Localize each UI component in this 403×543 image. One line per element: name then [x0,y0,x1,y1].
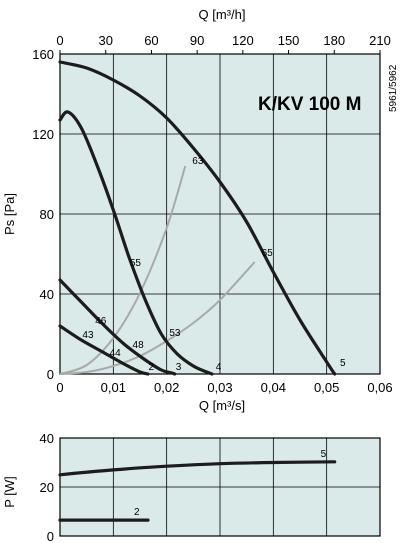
curve-label: 5 [340,358,346,369]
fan-curve-2 [58,324,150,376]
power-y-tick-label: 40 [40,431,54,446]
power-y-tick-label: 20 [40,480,54,495]
x2-tick-label: 0 [56,33,63,48]
fan-curve-3 [58,278,177,376]
x-tick-label: 0,03 [207,380,232,395]
y-tick-label: 120 [32,127,54,142]
system-curves [59,165,256,375]
system-curve [59,165,187,375]
x-tick-label: 0,04 [261,380,286,395]
fan-curve-4 [58,110,214,376]
x2-tick-label: 150 [278,33,300,48]
power-curve-label: 5 [321,449,327,460]
power-tick-labels: 0 20 40 [40,431,54,543]
fan-curve-5 [58,60,337,376]
x-axis-label: Q [m³/s] [199,398,245,413]
curve-label: 53 [169,328,181,339]
curve-label: 46 [95,316,107,327]
fan-curves [58,60,337,376]
curve-label: 2 [149,362,155,373]
curve-label: 3 [176,362,182,373]
curve-label: 44 [110,348,122,359]
diagram-code: 5961/5962 [388,64,399,112]
x2-tick-label: 120 [232,33,254,48]
x2-tick-label: 30 [98,33,112,48]
x2-tick-label: 60 [144,33,158,48]
curve-label: 48 [133,340,145,351]
curve-label: 55 [130,258,142,269]
chart-title: K/KV 100 M [258,94,361,115]
main-grid [59,50,381,374]
power-curves: 52 [58,449,337,522]
curve-label: 65 [262,248,274,259]
y-tick-label: 160 [32,47,54,62]
system-curve [59,261,256,375]
power-y-tick-label: 0 [47,529,54,543]
curve-label: 63 [192,156,204,167]
power-curve-5 [58,460,337,477]
x-tick-label: 0,01 [101,380,126,395]
x-tick-label: 0 [56,380,63,395]
x2-tick-label: 180 [323,33,345,48]
x2-tick-label: 90 [190,33,204,48]
curve-label: 43 [82,330,94,341]
y-tick-label: 80 [40,207,54,222]
y-tick-label: 40 [40,287,54,302]
x2-tick-label: 210 [369,33,391,48]
y-axis-label: Ps [Pa] [2,193,17,235]
curve-label: 4 [216,362,222,373]
x-tick-label: 0,05 [314,380,339,395]
power-y-axis-label: P [W] [2,476,17,508]
power-curve-label: 2 [134,507,140,518]
x2-axis-label: Q [m³/h] [199,7,246,22]
y-tick-label: 0 [47,367,54,382]
x-tick-label: 0,02 [154,380,179,395]
main-tick-labels: 0 0,01 0,02 0,03 0,04 0,05 0,060 30 60 90 120 150 18… [32,33,392,395]
x-tick-label: 0,06 [367,380,392,395]
